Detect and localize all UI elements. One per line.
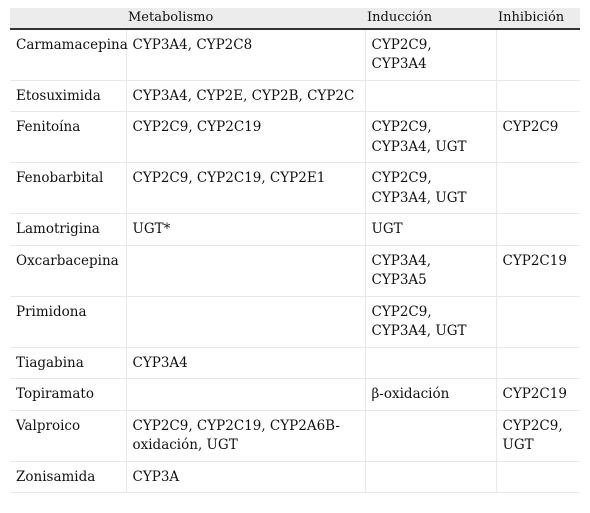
cell-metabolism: CYP3A4, CYP2C8 xyxy=(125,28,366,81)
table-row: Etosuximida CYP3A4, CYP2E, CYP2B, CYP2C xyxy=(10,79,580,112)
table-row: Tiagabina CYP3A4 xyxy=(10,346,580,379)
cell-metabolism xyxy=(125,378,366,411)
header-induction: Inducción xyxy=(365,8,496,30)
cell-metabolism: CYP3A4 xyxy=(125,346,366,379)
cell-metabolism xyxy=(125,244,366,297)
table-row: Topiramato β-oxidación CYP2C19 xyxy=(10,378,580,411)
cell-inhibition: CYP2C9, UGT xyxy=(495,409,580,462)
cell-drug: Primidona xyxy=(10,295,127,348)
table-row: Valproico CYP2C9, CYP2C19, CYP2A6B-oxidac… xyxy=(10,409,580,462)
cell-drug: Fenobarbital xyxy=(10,162,127,214)
cell-inhibition xyxy=(495,346,580,379)
cell-induction: CYP2C9, CYP3A4, UGT xyxy=(364,111,497,163)
table-header: Metabolismo Inducción Inhibición xyxy=(10,8,580,30)
cell-drug: Tiagabina xyxy=(10,346,127,379)
cell-metabolism xyxy=(125,295,366,348)
table-body: Carmamacepina CYP3A4, CYP2C8 CYP2C9, CYP3A… xyxy=(10,28,580,493)
cell-induction xyxy=(364,79,497,112)
cell-inhibition xyxy=(495,460,580,493)
table-row: Lamotrigina UGT* UGT xyxy=(10,213,580,246)
table-row: Fenitoína CYP2C9, CYP2C19 CYP2C9, CYP3A4, … xyxy=(10,111,580,163)
header-row: Metabolismo Inducción Inhibición xyxy=(10,8,580,30)
cell-metabolism: CYP2C9, CYP2C19, CYP2E1 xyxy=(125,162,366,214)
cell-drug: Lamotrigina xyxy=(10,213,127,246)
cell-induction xyxy=(364,460,497,493)
cell-induction: CYP2C9, CYP3A4, UGT xyxy=(364,295,497,348)
cell-metabolism: CYP3A4, CYP2E, CYP2B, CYP2C xyxy=(125,79,366,112)
cell-inhibition xyxy=(495,79,580,112)
cell-metabolism: UGT* xyxy=(125,213,366,246)
cell-drug: Zonisamida xyxy=(10,460,127,493)
cell-drug: Valproico xyxy=(10,409,127,462)
cell-drug: Oxcarbacepina xyxy=(10,244,127,297)
cell-induction xyxy=(364,346,497,379)
cell-induction: CYP2C9, CYP3A4 xyxy=(364,28,497,81)
cell-induction: CYP2C9, CYP3A4, UGT xyxy=(364,162,497,214)
cell-inhibition: CYP2C19 xyxy=(495,378,580,411)
cell-drug: Fenitoína xyxy=(10,111,127,163)
cell-inhibition xyxy=(495,28,580,81)
drug-interaction-table: Metabolismo Inducción Inhibición Carmama… xyxy=(10,8,580,493)
cell-metabolism: CYP2C9, CYP2C19, CYP2A6B-oxidación, UGT xyxy=(125,409,366,462)
cell-drug: Topiramato xyxy=(10,378,127,411)
header-inhibition: Inhibición xyxy=(496,8,580,30)
cell-induction: β-oxidación xyxy=(364,378,497,411)
table-row: Oxcarbacepina CYP3A4, CYP3A5 CYP2C19 xyxy=(10,244,580,297)
cell-inhibition xyxy=(495,213,580,246)
table-row: Primidona CYP2C9, CYP3A4, UGT xyxy=(10,295,580,348)
cell-inhibition: CYP2C9 xyxy=(495,111,580,163)
cell-induction xyxy=(364,409,497,462)
table-row: Zonisamida CYP3A xyxy=(10,460,580,493)
cell-metabolism: CYP2C9, CYP2C19 xyxy=(125,111,366,163)
header-metabolism: Metabolismo xyxy=(126,8,365,30)
cell-induction: UGT xyxy=(364,213,497,246)
cell-inhibition: CYP2C19 xyxy=(495,244,580,297)
cell-drug: Carmamacepina xyxy=(10,28,128,81)
cell-inhibition xyxy=(495,162,580,214)
cell-drug: Etosuximida xyxy=(10,79,127,112)
header-drug xyxy=(10,8,126,30)
cell-inhibition xyxy=(495,295,580,348)
table-row: Carmamacepina CYP3A4, CYP2C8 CYP2C9, CYP3A… xyxy=(10,28,580,81)
table-row: Fenobarbital CYP2C9, CYP2C19, CYP2E1 CYP2C… xyxy=(10,162,580,214)
cell-induction: CYP3A4, CYP3A5 xyxy=(364,244,497,297)
cell-metabolism: CYP3A xyxy=(125,460,366,493)
